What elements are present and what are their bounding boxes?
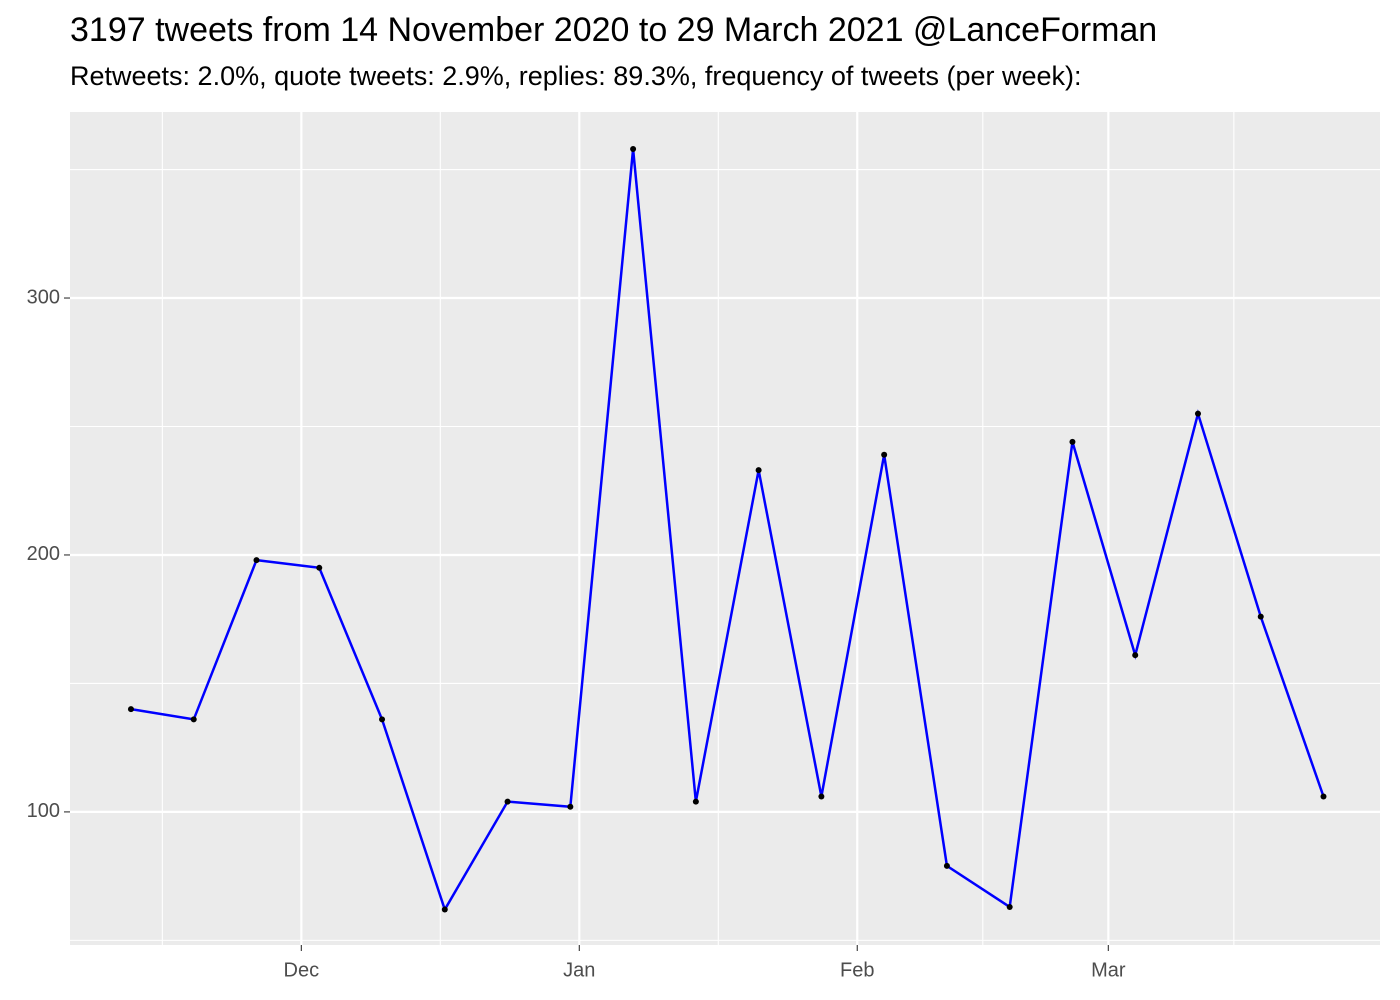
x-tick-label: Feb [840, 959, 874, 981]
data-point [379, 716, 386, 723]
data-point [441, 906, 448, 913]
data-point [1320, 793, 1327, 800]
data-point [253, 557, 260, 564]
data-point [1194, 410, 1201, 417]
y-tick-label: 300 [27, 286, 60, 308]
chart-title: 3197 tweets from 14 November 2020 to 29 … [70, 11, 1157, 49]
data-point [1006, 903, 1013, 910]
x-tick-label: Dec [284, 959, 320, 981]
data-point [818, 793, 825, 800]
x-tick-label: Jan [563, 959, 595, 981]
y-tick-label: 200 [27, 543, 60, 565]
series-line [130, 148, 1325, 913]
data-point [692, 798, 699, 805]
data-point [1132, 652, 1139, 659]
plot-panel [70, 112, 1380, 945]
data-point [504, 798, 511, 805]
data-point [943, 862, 950, 869]
data-point [881, 451, 888, 458]
data-point [1257, 613, 1264, 620]
data-point [755, 467, 762, 474]
data-point [316, 564, 323, 571]
data-point [1069, 438, 1076, 445]
data-point [190, 716, 197, 723]
y-tick-label: 100 [27, 800, 60, 822]
chart-subtitle: Retweets: 2.0%, quote tweets: 2.9%, repl… [70, 61, 1082, 91]
data-point [567, 803, 574, 810]
x-tick-label: Mar [1091, 959, 1126, 981]
data-point [127, 706, 134, 713]
data-point [630, 145, 637, 152]
